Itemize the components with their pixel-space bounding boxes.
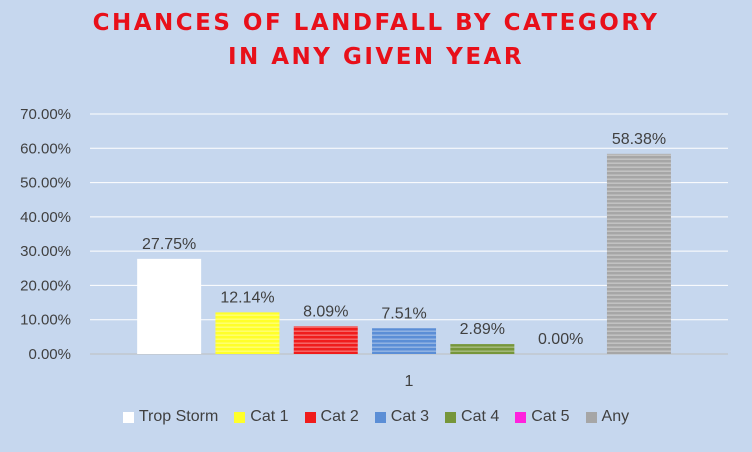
bar-cat-3 [372,328,437,354]
y-tick-label: 70.00% [20,106,71,123]
legend-item: Cat 2 [304,408,359,426]
y-tick-label: 40.00% [20,209,71,226]
data-label: 7.51% [381,305,426,322]
legend-swatch [374,411,386,423]
bar-trop-storm [137,258,202,354]
legend-item: Trop Storm [122,408,219,426]
data-label: 58.38% [612,131,666,148]
data-label: 8.09% [303,303,348,320]
legend-label: Cat 2 [320,408,359,425]
legend-swatch [234,411,246,423]
legend-label: Cat 1 [250,408,289,425]
bar-cat-1 [215,312,280,354]
legend-label: Cat 5 [531,408,570,425]
legend-label: Cat 3 [390,408,430,425]
legend-item: Any [585,408,630,426]
data-label: 12.14% [220,289,274,306]
legend-swatch [585,411,597,423]
y-tick-label: 10.00% [20,312,71,329]
data-label: 0.00% [538,331,583,348]
y-tick-label: 50.00% [20,175,71,192]
bar-any [606,153,671,354]
legend-swatch [515,411,527,423]
legend-item: Cat 4 [445,408,499,426]
legend-label: Any [601,408,630,425]
y-tick-label: 30.00% [20,243,71,260]
y-tick-label: 20.00% [20,277,71,294]
legend-item: Cat 5 [515,408,570,426]
chart-title-line-1: CHANCES OF LANDFALL BY CATEGORY [92,10,660,36]
legend-swatch [445,411,457,423]
chart-title-line-2: IN ANY GIVEN YEAR [227,44,525,70]
legend-swatch [304,411,316,423]
legend-item: Cat 1 [234,408,289,426]
legend-label: Trop Storm [138,408,219,425]
bar-cat-2 [293,326,358,354]
legend-swatch [122,411,134,423]
y-tick-label: 0.00% [28,346,71,363]
legend: Trop Storm Cat 1 Cat 2 Cat 3 Cat 4 Cat 5 Any [0,408,752,426]
bar-cat-4 [450,344,515,354]
data-label: 2.89% [460,321,505,338]
legend-label: Cat 4 [461,408,500,425]
legend-item: Cat 3 [374,408,430,426]
y-tick-label: 60.00% [20,140,71,157]
x-tick-label: 1 [405,373,414,390]
data-label: 27.75% [142,236,196,253]
